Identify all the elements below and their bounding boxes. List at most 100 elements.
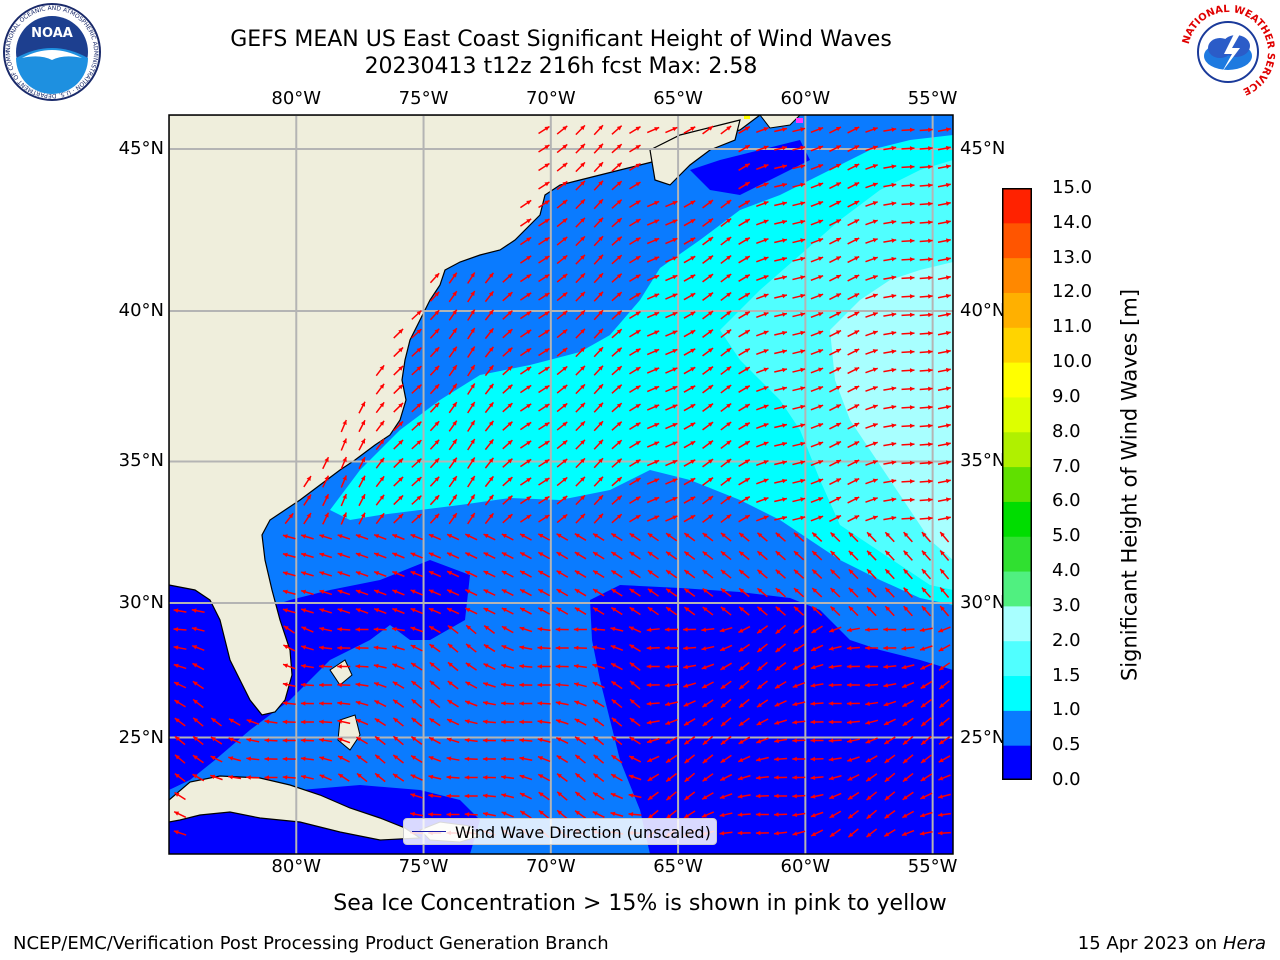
wave-arrow [446, 552, 460, 559]
wave-arrow [337, 608, 351, 614]
wave-arrow [902, 754, 914, 764]
wave-arrow [410, 680, 423, 690]
wave-arrow [358, 438, 366, 451]
wave-arrow [774, 275, 788, 281]
wave-arrow [392, 754, 404, 764]
wave-arrow [501, 756, 515, 762]
wave-arrow [611, 439, 623, 450]
wave-arrow [502, 365, 513, 376]
colorbar-title: Significant Height of Wind Waves [m] [1117, 288, 1142, 682]
wave-arrow [538, 218, 550, 227]
wave-arrow [883, 349, 897, 354]
wave-arrow [173, 830, 187, 836]
wave-arrow [702, 366, 714, 375]
wave-arrow [865, 256, 878, 263]
wave-arrow [448, 401, 458, 414]
colorbar-tick-label: 9.0 [1052, 385, 1081, 407]
wave-arrow [538, 292, 550, 301]
wave-arrow [901, 238, 915, 244]
wave-arrow [719, 626, 733, 633]
wave-arrow [483, 663, 496, 670]
wave-arrow [774, 460, 788, 466]
wave-arrow [793, 550, 805, 561]
wave-arrow [519, 477, 532, 486]
wave-arrow [411, 439, 422, 450]
wave-arrow [501, 663, 515, 669]
lat-tick-label: 35°N [960, 450, 1006, 472]
wave-arrow [829, 329, 842, 338]
wave-arrow [829, 218, 842, 227]
wave-arrow [792, 682, 806, 688]
wave-arrow [337, 682, 351, 688]
wave-arrow [810, 644, 824, 652]
wave-arrow [937, 145, 951, 151]
colorbar-segment [1002, 605, 1032, 642]
wave-arrow [611, 254, 623, 265]
wave-arrow [702, 329, 714, 338]
wave-arrow [411, 458, 422, 468]
wave-arrow [556, 328, 568, 339]
wave-arrow [903, 568, 913, 580]
wave-arrow [901, 183, 915, 188]
wave-arrow [846, 719, 860, 725]
wave-arrow [937, 312, 951, 318]
wave-arrow [664, 701, 678, 707]
wave-arrow [848, 550, 859, 561]
wave-arrow [629, 477, 641, 486]
wave-arrow [755, 793, 769, 799]
wave-arrow [756, 737, 769, 744]
wave-arrow [755, 775, 769, 780]
wave-arrow [828, 626, 842, 633]
wave-arrow [902, 791, 914, 801]
wave-arrow [264, 719, 278, 724]
wave-arrow [811, 569, 823, 579]
wave-arrow [393, 457, 404, 469]
wave-arrow [228, 737, 241, 744]
wave-arrow [919, 831, 933, 836]
wave-arrow [556, 588, 569, 597]
wave-arrow [737, 755, 751, 763]
wave-arrow [593, 143, 604, 154]
wave-arrow [538, 477, 550, 486]
wave-arrow [665, 569, 678, 579]
wave-arrow [883, 441, 897, 447]
wave-arrow [410, 626, 423, 633]
colorbar-segment [1002, 292, 1032, 328]
wave-arrow [920, 698, 932, 709]
wave-arrow [428, 812, 442, 817]
wave-arrow [484, 383, 494, 395]
wave-arrow [192, 717, 204, 727]
wave-arrow [573, 627, 587, 632]
wave-arrow [446, 589, 460, 596]
wave-arrow [756, 238, 769, 244]
wave-arrow [756, 330, 769, 337]
wave-arrow [356, 772, 368, 783]
wave-arrow [738, 440, 751, 449]
wave-arrow [575, 383, 586, 395]
wave-arrow [629, 606, 641, 616]
wave-arrow [702, 199, 714, 209]
wave-arrow [411, 328, 422, 339]
wave-arrow [392, 589, 405, 596]
wave-arrow [300, 774, 314, 780]
wave-arrow [391, 626, 405, 632]
wave-arrow [610, 532, 623, 542]
wave-arrow [755, 756, 769, 762]
wave-arrow [756, 606, 768, 616]
wave-arrow [847, 477, 860, 486]
wave-arrow [373, 571, 387, 577]
wave-arrow [611, 458, 623, 468]
wave-arrow [901, 681, 915, 689]
lat-tick-label: 40°N [118, 299, 164, 321]
wave-arrow [501, 738, 515, 743]
wave-arrow [775, 606, 786, 616]
wave-arrow [810, 367, 824, 374]
wave-arrow [538, 181, 550, 190]
wave-arrow [592, 627, 606, 632]
wave-arrow [300, 608, 314, 614]
wave-arrow [756, 423, 769, 429]
wave-arrow [883, 828, 896, 838]
wave-arrow [319, 756, 333, 762]
wave-arrow [300, 645, 314, 651]
wave-arrow [702, 458, 714, 468]
